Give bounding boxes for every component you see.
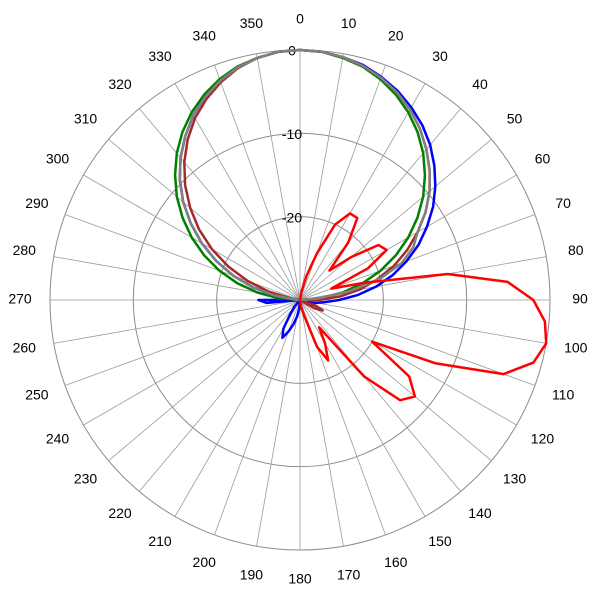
- angle-tick-label: 210: [148, 533, 172, 549]
- grid-spoke: [214, 299, 301, 536]
- grid-spoke: [108, 138, 301, 301]
- angle-tick-label: 230: [74, 471, 98, 487]
- angle-tick-label: 130: [503, 471, 527, 487]
- angle-tick-label: 290: [25, 195, 49, 211]
- angle-tick-label: 80: [568, 242, 584, 258]
- radial-tick-label: -20: [282, 209, 302, 225]
- angle-tick-label: 330: [148, 48, 172, 64]
- grid-spoke: [299, 214, 536, 301]
- angle-tick-label: 280: [13, 242, 37, 258]
- angle-tick-label: 20: [388, 28, 404, 44]
- angle-tick-label: 220: [108, 505, 132, 521]
- angle-tick-label: 30: [432, 48, 448, 64]
- grid-spoke: [299, 299, 344, 547]
- angle-tick-label: 10: [341, 15, 357, 31]
- angle-tick-label: 150: [428, 533, 452, 549]
- grid-spoke: [299, 299, 536, 386]
- angle-tick-label: 0: [296, 11, 304, 27]
- grid-spoke: [299, 299, 462, 492]
- angle-tick-label: 90: [572, 291, 588, 307]
- grid-spoke: [299, 138, 492, 301]
- angle-tick-label: 60: [535, 151, 551, 167]
- angle-tick-label: 180: [288, 571, 312, 587]
- grid-spoke: [299, 83, 426, 301]
- radial-tick-label: -10: [282, 126, 302, 142]
- grid-spoke: [138, 299, 301, 492]
- angle-tick-label: 100: [564, 339, 588, 355]
- angle-tick-label: 140: [468, 505, 492, 521]
- angle-tick-label: 320: [108, 76, 132, 92]
- angle-tick-label: 160: [384, 554, 408, 570]
- angle-tick-label: 350: [240, 15, 264, 31]
- angle-tick-label: 200: [193, 554, 217, 570]
- grid-spoke: [299, 299, 492, 462]
- series-line: [298, 212, 548, 402]
- grid-spoke: [53, 299, 301, 344]
- angle-tick-label: 340: [193, 28, 217, 44]
- angle-tick-label: 190: [240, 566, 264, 582]
- grid-spoke: [256, 299, 301, 547]
- angle-tick-label: 310: [74, 111, 98, 127]
- grid-spoke: [138, 108, 301, 301]
- grid-spoke: [64, 299, 301, 386]
- grid-spoke: [299, 299, 547, 344]
- grid-spoke: [256, 53, 301, 301]
- grid-spoke: [83, 299, 301, 426]
- grid-spoke: [299, 299, 426, 517]
- angle-tick-label: 240: [46, 431, 70, 447]
- angle-tick-label: 120: [531, 431, 555, 447]
- grid-spoke: [214, 64, 301, 301]
- angle-tick-label: 70: [555, 195, 571, 211]
- grid-spoke: [174, 83, 301, 301]
- grid-spoke: [108, 299, 301, 462]
- grid-spoke: [299, 108, 462, 301]
- angle-tick-label: 270: [8, 291, 32, 307]
- angle-tick-label: 300: [46, 151, 70, 167]
- grid-spoke: [174, 299, 301, 517]
- angle-tick-label: 50: [507, 111, 523, 127]
- angle-tick-label: 110: [552, 386, 575, 402]
- angle-tick-label: 260: [13, 339, 37, 355]
- grid-spoke: [299, 299, 517, 426]
- grid-spoke: [299, 53, 344, 301]
- angle-tick-label: 40: [472, 76, 488, 92]
- angle-tick-label: 170: [337, 566, 361, 582]
- angle-tick-label: 250: [25, 386, 49, 402]
- grid-spoke: [64, 214, 301, 301]
